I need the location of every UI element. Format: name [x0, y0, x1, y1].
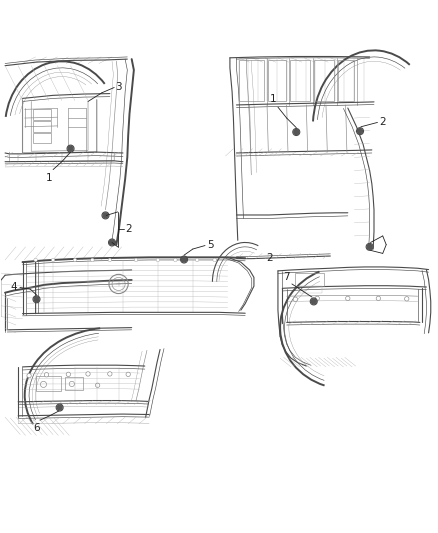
- Circle shape: [293, 297, 297, 302]
- Text: 2: 2: [379, 117, 386, 126]
- Circle shape: [34, 297, 39, 302]
- Bar: [300, 286, 321, 293]
- Circle shape: [357, 128, 363, 134]
- Circle shape: [27, 374, 31, 378]
- Circle shape: [91, 258, 94, 262]
- Text: 4: 4: [11, 282, 17, 292]
- Text: 5: 5: [207, 240, 214, 249]
- Circle shape: [86, 372, 90, 376]
- Bar: [338, 60, 354, 101]
- Text: 6: 6: [33, 423, 40, 433]
- Bar: [33, 133, 51, 143]
- Bar: [36, 376, 60, 391]
- Circle shape: [44, 373, 49, 377]
- Circle shape: [213, 258, 216, 262]
- Bar: [290, 60, 310, 101]
- Circle shape: [367, 245, 372, 249]
- Text: 2: 2: [125, 224, 132, 235]
- Circle shape: [156, 258, 159, 262]
- Bar: [239, 60, 264, 101]
- Bar: [295, 273, 324, 286]
- Circle shape: [73, 258, 77, 262]
- Circle shape: [182, 257, 187, 262]
- Circle shape: [315, 296, 319, 301]
- Text: 2: 2: [266, 253, 272, 263]
- Circle shape: [108, 258, 112, 262]
- Circle shape: [405, 297, 409, 301]
- Circle shape: [173, 258, 177, 262]
- Circle shape: [134, 258, 138, 262]
- Circle shape: [195, 258, 199, 262]
- Text: 3: 3: [116, 82, 122, 92]
- Bar: [33, 109, 51, 120]
- Circle shape: [66, 372, 71, 376]
- Circle shape: [108, 372, 112, 376]
- Circle shape: [294, 130, 299, 134]
- Circle shape: [103, 213, 108, 218]
- Text: 1: 1: [269, 94, 276, 104]
- Bar: [33, 121, 51, 132]
- Circle shape: [110, 240, 114, 245]
- Bar: [268, 60, 286, 101]
- Bar: [314, 60, 334, 101]
- Circle shape: [68, 146, 73, 151]
- Text: 7: 7: [283, 272, 290, 282]
- Circle shape: [126, 372, 131, 376]
- Circle shape: [376, 296, 381, 301]
- Circle shape: [34, 258, 37, 262]
- Circle shape: [311, 299, 316, 304]
- Circle shape: [346, 296, 350, 301]
- Text: 1: 1: [46, 173, 53, 183]
- Bar: [65, 377, 83, 390]
- Circle shape: [57, 405, 62, 410]
- Circle shape: [51, 258, 55, 262]
